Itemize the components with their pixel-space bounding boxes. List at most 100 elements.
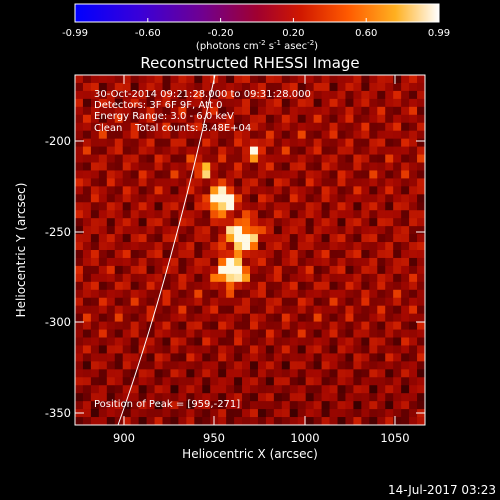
image-pixel (361, 234, 370, 243)
image-pixel (329, 289, 338, 299)
image-pixel (321, 170, 330, 179)
image-pixel (345, 417, 354, 425)
image-pixel (234, 130, 243, 140)
image-pixel (98, 337, 108, 346)
image-pixel (138, 162, 147, 171)
image-pixel (234, 202, 243, 211)
image-pixel (417, 114, 425, 124)
image-pixel (305, 202, 315, 211)
image-pixel (226, 170, 235, 179)
image-pixel (305, 257, 315, 267)
image-pixel (194, 265, 203, 275)
image-pixel (250, 90, 259, 100)
y-tick-label: -250 (45, 225, 71, 239)
image-pixel (122, 210, 132, 219)
image-pixel (385, 305, 394, 315)
image-pixel (361, 114, 370, 124)
colorbar-tick-label: -0.20 (208, 28, 234, 39)
image-pixel (90, 178, 100, 187)
image-pixel (122, 154, 132, 163)
image-pixel (186, 122, 195, 132)
image-pixel (162, 297, 171, 307)
image-pixel (90, 409, 100, 418)
image-pixel (114, 289, 124, 299)
image-pixel (114, 281, 124, 291)
image-pixel (377, 393, 386, 402)
image-pixel (353, 377, 362, 386)
image-pixel (305, 281, 315, 291)
info-algorithm-counts: Clean Total counts: 3.48E+04 (94, 123, 251, 134)
image-pixel (305, 265, 315, 275)
image-pixel (417, 257, 425, 267)
image-pixel (297, 170, 307, 179)
image-pixel (138, 377, 147, 386)
image-pixel (186, 289, 195, 299)
image-pixel (401, 313, 410, 322)
image-pixel (385, 106, 394, 116)
image-pixel (289, 210, 299, 219)
image-pixel (122, 186, 132, 195)
image-pixel (82, 170, 92, 179)
image-pixel (242, 138, 251, 147)
image-pixel (242, 393, 251, 402)
image-pixel (218, 194, 227, 203)
image-pixel (234, 226, 243, 235)
image-pixel (401, 289, 410, 299)
image-pixel (409, 218, 418, 227)
image-pixel (377, 202, 386, 211)
image-pixel (226, 146, 235, 155)
image-pixel (170, 361, 179, 370)
image-pixel (313, 154, 322, 163)
image-pixel (122, 313, 132, 322)
image-pixel (138, 393, 147, 402)
image-pixel (154, 353, 163, 362)
image-pixel (218, 281, 227, 291)
image-pixel (75, 273, 84, 283)
image-pixel (106, 234, 116, 243)
image-pixel (186, 313, 195, 322)
image-pixel (289, 377, 299, 386)
image-pixel (313, 337, 322, 346)
image-pixel (75, 289, 84, 299)
image-pixel (202, 82, 211, 92)
image-pixel (353, 202, 362, 211)
image-pixel (305, 122, 315, 132)
image-pixel (385, 226, 394, 235)
image-pixel (90, 130, 100, 140)
image-pixel (377, 194, 386, 203)
image-pixel (226, 90, 235, 100)
image-pixel (170, 313, 179, 322)
image-pixel (82, 393, 92, 402)
image-pixel (313, 281, 322, 291)
image-pixel (178, 361, 187, 370)
image-pixel (305, 353, 315, 362)
image-pixel (218, 122, 227, 132)
image-pixel (226, 297, 235, 307)
image-pixel (401, 401, 410, 410)
image-pixel (297, 289, 307, 299)
image-pixel (369, 281, 378, 291)
image-pixel (393, 401, 402, 410)
image-pixel (234, 98, 243, 108)
image-pixel (194, 353, 203, 362)
image-pixel (329, 114, 338, 124)
image-pixel (130, 162, 140, 171)
image-pixel (281, 114, 291, 124)
image-pixel (321, 226, 330, 235)
image-pixel (82, 337, 92, 346)
image-pixel (194, 281, 203, 291)
image-pixel (273, 194, 283, 203)
image-pixel (385, 377, 394, 386)
image-pixel (114, 257, 124, 267)
image-pixel (385, 289, 394, 299)
image-pixel (313, 409, 322, 418)
image-pixel (401, 409, 410, 418)
image-pixel (178, 194, 187, 203)
image-pixel (75, 75, 84, 84)
image-pixel (98, 162, 108, 171)
image-pixel (257, 186, 267, 195)
image-pixel (353, 313, 362, 322)
colorbar-tick-label: -0.60 (135, 28, 161, 39)
image-pixel (138, 273, 147, 283)
image-pixel (385, 98, 394, 108)
